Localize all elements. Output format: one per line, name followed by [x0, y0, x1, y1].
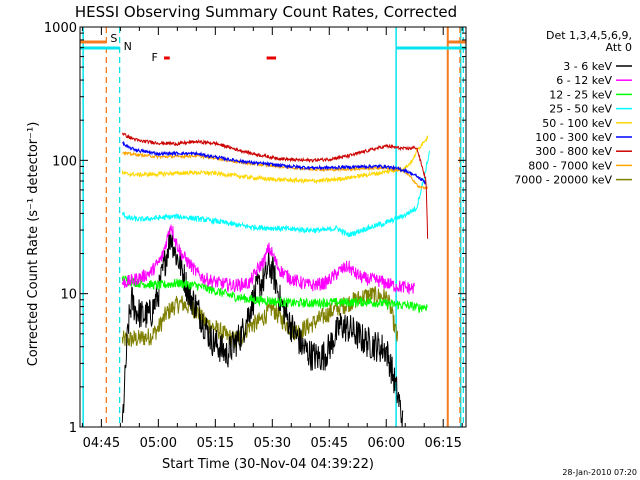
series-line [121, 132, 429, 239]
x-axis-label: Start Time (30-Nov-04 04:39:22) [162, 457, 374, 472]
x-tick-label: 06:00 [368, 436, 405, 451]
y-tick-label: 10 [60, 288, 77, 303]
series-line [121, 228, 404, 428]
x-tick-label: 05:15 [197, 436, 234, 451]
y-axis-label: Corrected Count Rate (s⁻¹ detector⁻¹) [26, 122, 41, 367]
legend-entry-label: 50 - 100 keV [542, 117, 612, 130]
series-line [121, 135, 429, 185]
legend-header-detectors: Det 1,3,4,5,6,9, [546, 29, 632, 42]
marker-f: F [152, 51, 158, 64]
legend-entry-label: 300 - 800 keV [535, 145, 612, 158]
y-tick-label: 100 [52, 154, 77, 169]
legend-entry-label: 7000 - 20000 keV [514, 174, 612, 187]
x-tick-label: 05:45 [311, 436, 348, 451]
series-line [121, 150, 430, 238]
x-tick-label: 04:45 [83, 436, 120, 451]
date-stamp: 28-Jan-2010 07:20 [562, 468, 637, 477]
plot-frame [79, 26, 467, 428]
legend-entry-label: 25 - 50 keV [549, 103, 612, 116]
series-line [121, 275, 428, 313]
marker-s: S [110, 32, 117, 45]
plot-content: SN F [80, 27, 466, 428]
x-tick-label: 06:15 [424, 436, 461, 451]
series-line [121, 224, 415, 295]
legend-header-attenuator: Att 0 [606, 41, 632, 54]
legend-entry-label: 3 - 6 keV [563, 60, 612, 73]
x-tick-label: 05:30 [254, 436, 291, 451]
marker-n: N [124, 40, 132, 53]
axes: 1 10 100 1000 04:45 05:00 05:15 05:30 05:45 06:00… [44, 21, 466, 451]
legend-entry-label: 12 - 25 keV [549, 88, 612, 101]
x-tick-label: 05:00 [140, 436, 177, 451]
series-line [121, 286, 399, 349]
series-line [122, 140, 427, 186]
chart-title: HESSI Observing Summary Count Rates, Cor… [75, 3, 457, 21]
y-tick-label: 1 [69, 421, 77, 436]
y-tick-label: 1000 [44, 21, 77, 36]
legend-entry-label: 6 - 12 keV [556, 74, 612, 87]
legend-entry-label: 800 - 7000 keV [528, 159, 612, 172]
legend-entry-label: 100 - 300 keV [535, 131, 612, 144]
